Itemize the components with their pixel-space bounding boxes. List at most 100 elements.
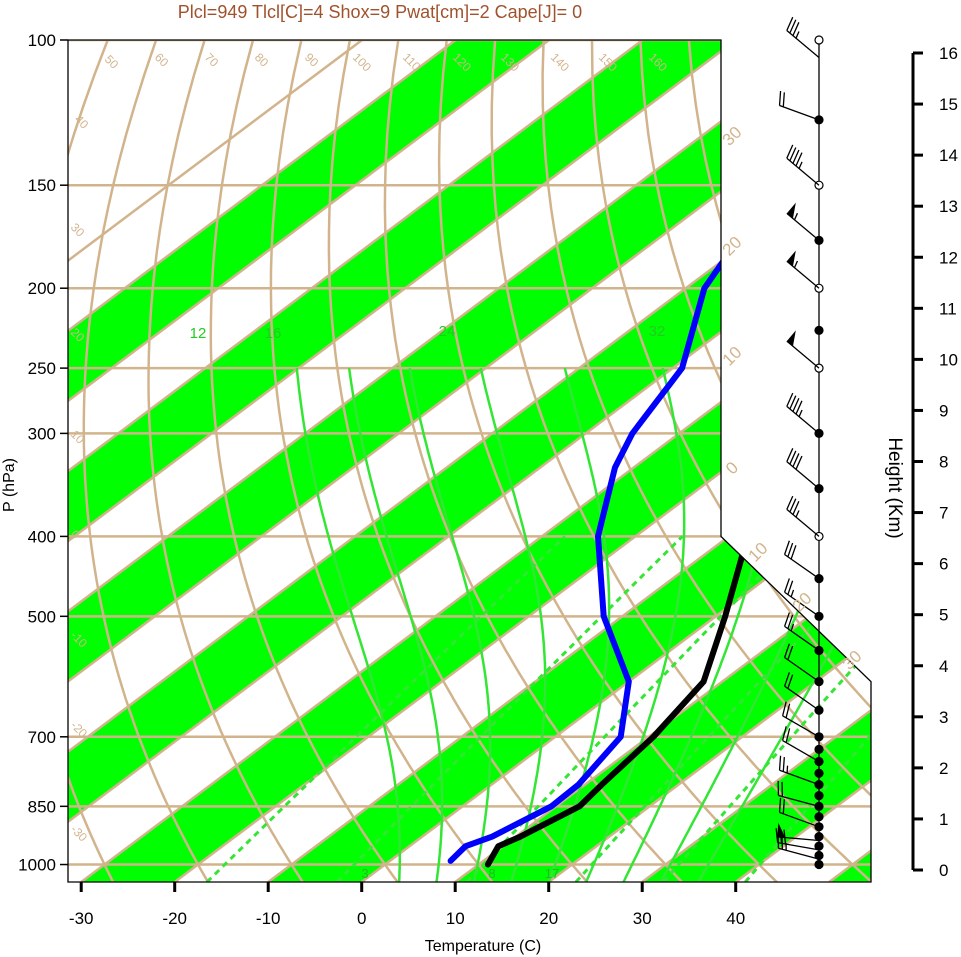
height-tick-label: 1: [939, 810, 948, 829]
height-tick-label: 3: [939, 708, 948, 727]
isotherm-label: 60: [152, 50, 172, 70]
mixing-ratio-line: [205, 535, 566, 882]
isotherm-label: 50: [102, 52, 122, 72]
dry-adiabat: [639, 40, 871, 882]
pressure-tick-label: 300: [28, 424, 56, 443]
moist-adiabat: [295, 367, 402, 882]
isotherm-label: 90: [302, 50, 322, 70]
pressure-tick-label: 1000: [18, 856, 56, 875]
moist-adiabat: [584, 367, 686, 882]
isotherm-edge-label: 30: [719, 123, 746, 150]
wind-barb: [786, 495, 820, 537]
dry-adiabat: [590, 40, 871, 882]
height-marker: [814, 859, 824, 870]
height-tick-label: 11: [939, 299, 957, 318]
pressure-tick-label: 150: [28, 176, 56, 195]
moist-adiabat: [697, 367, 871, 882]
wind-barb: [781, 726, 820, 763]
temperature-tick-label: -10: [256, 909, 281, 928]
chart-title: Plcl=949 Tlcl[C]=4 Shox=9 Pwat[cm]=2 Cap…: [178, 2, 582, 22]
mixing-ratio-label: 17: [545, 866, 559, 881]
isotherm-edge-label: 10: [719, 343, 746, 370]
pressure-axis: 100 150 200 250 300 400 500 700 850 1000: [18, 31, 68, 875]
wind-barb: [778, 797, 820, 828]
moist-adiabat-label: 12: [190, 325, 207, 342]
height-tick-label: 15: [939, 95, 958, 114]
wind-barb: [783, 643, 820, 683]
temperature-tick-label: 40: [726, 909, 745, 928]
isotherm-line: [68, 40, 457, 882]
height-marker: [814, 832, 824, 842]
wind-barb: [783, 672, 820, 711]
height-tick-label: 7: [939, 504, 948, 523]
wind-barb: [786, 16, 820, 58]
temperature-axis: -30 -20 -10 0 10 20 30 40: [69, 882, 745, 928]
wind-barb: [786, 250, 820, 289]
temperature-tick-label: 0: [357, 909, 366, 928]
pressure-tick-label: 200: [28, 279, 56, 298]
mixing-ratio-line: [336, 535, 684, 882]
dry-adiabat: [147, 40, 304, 882]
wind-barb: [783, 612, 820, 651]
isotherm-label: 140: [548, 50, 572, 74]
pressure-tick-label: 100: [28, 31, 56, 50]
height-marker: [814, 768, 824, 778]
height-tick-label: 2: [939, 759, 948, 778]
wind-barb: [777, 780, 820, 807]
y2-axis-label: Height (Km): [884, 437, 905, 538]
moist-adiabat-label: 24: [439, 323, 456, 340]
mixing-ratio-line: [662, 535, 871, 882]
height-tick-label: 9: [939, 401, 948, 420]
plot-frame: [67, 39, 872, 883]
height-marker: [814, 325, 824, 335]
wind-barb: [786, 448, 820, 490]
mixing-ratio-label: 3: [361, 866, 368, 881]
moist-adiabat-label: 16: [265, 325, 282, 342]
dry-adiabat: [327, 40, 589, 882]
isotherm-edge-label: 10: [745, 539, 772, 566]
height-marker: [814, 35, 824, 45]
isotherm-band: [268, 40, 871, 882]
temperature-tick-label: -30: [69, 909, 94, 928]
isotherm-label: 30: [68, 220, 88, 240]
y-axis-label: P (hPa): [1, 458, 18, 512]
dry-adiabat: [68, 40, 115, 882]
height-tick-label: 12: [939, 248, 958, 267]
isotherm-line: [68, 40, 550, 882]
isotherm-line: [68, 40, 831, 882]
wind-barb: [778, 755, 820, 786]
height-marker: [814, 744, 824, 754]
pressure-tick-label: 850: [28, 797, 56, 816]
isotherm-band: [68, 40, 737, 882]
isotherm-line: [68, 40, 871, 882]
wind-barb: [783, 540, 820, 580]
wind-barb: [786, 392, 820, 434]
height-tick-label: 5: [939, 606, 948, 625]
wind-barb: [781, 701, 820, 738]
moist-adiabat-label: 32: [649, 323, 666, 340]
isotherm-edge-label: 30: [839, 647, 866, 674]
height-marker: [814, 841, 824, 851]
temperature-tick-label: -20: [162, 909, 187, 928]
isotherm-line: [360, 40, 871, 882]
moist-adiabat: [347, 367, 444, 882]
height-tick-label: 8: [939, 453, 948, 472]
isotherm-band: [68, 40, 871, 882]
height-tick-label: 16: [939, 44, 958, 63]
pressure-tick-label: 400: [28, 527, 56, 546]
wind-barb: [786, 330, 820, 369]
height-marker: [814, 850, 824, 861]
dry-adiabat: [209, 40, 399, 882]
height-marker: [814, 812, 824, 822]
pressure-tick-label: 500: [28, 607, 56, 626]
pressure-tick-label: 250: [28, 359, 56, 378]
isotherm-label: 100: [350, 50, 374, 74]
height-tick-label: 13: [939, 197, 958, 216]
wind-barb: [777, 822, 820, 842]
height-tick-label: 0: [939, 861, 948, 880]
dry-adiabat: [541, 40, 871, 882]
temperature-tick-label: 20: [539, 909, 558, 928]
height-tick-label: 10: [939, 350, 958, 369]
height-tick-label: 14: [939, 146, 958, 165]
